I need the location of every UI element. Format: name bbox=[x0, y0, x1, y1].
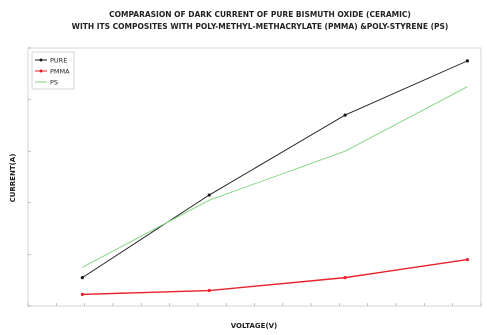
y-axis-label: CURRENT(A) bbox=[9, 154, 17, 203]
data-point-pmma bbox=[343, 276, 347, 280]
legend-label-pure: PURE bbox=[50, 56, 67, 64]
series-layer bbox=[80, 59, 470, 296]
chart-title: COMPARASION OF DARK CURRENT OF PURE BISM… bbox=[109, 10, 411, 19]
legend-items: PURE PMMA PS bbox=[35, 56, 70, 86]
series-line-ps bbox=[82, 86, 468, 268]
data-point-pure bbox=[465, 59, 470, 63]
legend-label-pmma: PMMA bbox=[50, 67, 70, 75]
x-axis-ticks bbox=[27, 303, 482, 306]
data-point-pure bbox=[207, 193, 211, 197]
plot-area bbox=[27, 47, 482, 307]
x-axis-label: VOLTAGE(V) bbox=[231, 322, 278, 330]
data-point-pure bbox=[80, 276, 84, 280]
data-point-pmma bbox=[80, 292, 84, 296]
y-axis-ticks bbox=[28, 47, 31, 307]
series-line-pmma bbox=[82, 258, 468, 296]
data-point-pmma bbox=[465, 257, 470, 262]
legend-label-ps: PS bbox=[50, 78, 58, 86]
series-line-pure bbox=[82, 60, 468, 278]
chart-subtitle: WITH ITS COMPOSITES WITH POLY-METHYL-MET… bbox=[72, 22, 449, 31]
legend-marker-pmma bbox=[39, 69, 43, 73]
legend-box bbox=[31, 51, 75, 90]
data-point-pure bbox=[343, 113, 347, 117]
data-point-pmma bbox=[207, 288, 211, 293]
legend: PURE PMMA PS bbox=[31, 51, 75, 90]
legend-marker-pure bbox=[39, 58, 43, 62]
